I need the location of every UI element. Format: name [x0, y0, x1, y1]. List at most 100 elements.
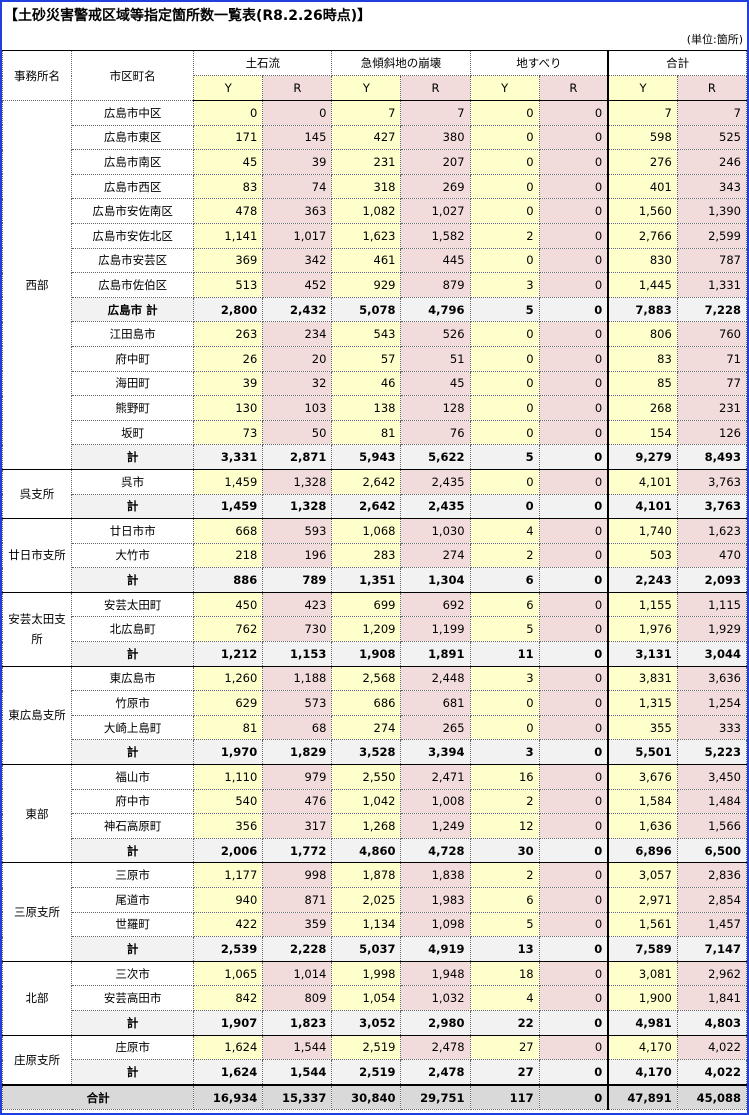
value-cell: 573 [262, 690, 333, 716]
value-cell: 0 [538, 345, 609, 372]
value-cell: 1,008 [400, 788, 471, 815]
table-row: 熊野町 130 103 138 128 0 0 268 231 [3, 395, 747, 421]
header-debris-flow: 土石流 [193, 50, 333, 76]
value-cell: 3,081 [607, 960, 678, 987]
value-cell: 0 [469, 468, 540, 495]
header-r: R [538, 75, 609, 101]
value-cell: 76 [400, 419, 471, 446]
value-cell: 4,919 [400, 936, 471, 962]
value-cell: 39 [262, 149, 333, 175]
city-name: 大竹市 [71, 542, 195, 569]
value-cell: 1,065 [193, 960, 264, 987]
value-cell: 246 [676, 149, 747, 175]
value-cell: 2,435 [400, 468, 471, 495]
value-cell: 145 [262, 124, 333, 151]
value-cell: 2 [469, 862, 540, 888]
value-cell: 130 [193, 395, 264, 421]
value-cell: 12 [469, 813, 540, 839]
table-row: 計 1,212 1,153 1,908 1,891 11 0 3,131 3,044 [3, 641, 747, 667]
city-name: 東広島市 [71, 665, 195, 692]
city-name: 安芸太田町 [71, 591, 195, 618]
value-cell: 2,836 [676, 862, 747, 888]
value-cell: 1,544 [262, 1059, 333, 1086]
value-cell: 318 [331, 173, 402, 200]
value-cell: 0 [469, 690, 540, 716]
value-cell: 9,279 [607, 444, 678, 470]
value-cell: 26 [193, 345, 264, 372]
value-cell: 2,599 [676, 222, 747, 249]
value-cell: 0 [469, 149, 540, 175]
city-name: 広島市 計 [71, 296, 195, 323]
table-row: 安芸太田支所 安芸太田町 450 423 699 692 6 0 1,155 1,115 [2, 591, 747, 667]
value-cell: 380 [400, 124, 471, 151]
value-cell: 1,891 [400, 641, 471, 667]
value-cell: 22 [469, 1009, 540, 1036]
city-name: 広島市南区 [71, 149, 195, 175]
value-cell: 0 [469, 395, 540, 421]
value-cell: 1,390 [676, 198, 747, 224]
value-cell: 274 [331, 714, 402, 741]
grand-total-label: 合計 [2, 1083, 195, 1111]
table-row: 広島市佐伯区 513 452 929 879 3 0 1,445 1,331 [3, 272, 747, 298]
value-cell: 0 [538, 124, 609, 151]
value-cell: 842 [193, 985, 264, 1011]
value-cell: 445 [400, 247, 471, 274]
value-cell: 1,636 [607, 813, 678, 839]
table-row: 竹原市 629 573 686 681 0 0 1,315 1,254 [3, 690, 747, 716]
value-cell: 4,981 [607, 1009, 678, 1036]
value-cell: 2,471 [400, 764, 471, 790]
value-cell: 4,728 [400, 837, 471, 864]
value-cell: 0 [538, 714, 609, 741]
header-y: Y [607, 75, 678, 101]
city-name: 計 [71, 837, 195, 864]
table-row: 広島市安芸区 369 342 461 445 0 0 830 787 [3, 247, 747, 274]
value-cell: 3,052 [331, 1009, 402, 1036]
value-cell: 3,057 [607, 862, 678, 888]
value-cell: 5,223 [676, 739, 747, 766]
value-cell: 478 [193, 198, 264, 224]
value-cell: 681 [400, 690, 471, 716]
city-name: 福山市 [71, 764, 195, 790]
city-name: 海田町 [71, 370, 195, 397]
value-cell: 427 [331, 124, 402, 151]
city-name: 三原市 [71, 862, 195, 888]
value-cell: 27 [469, 1034, 540, 1061]
value-cell: 1,212 [193, 641, 264, 667]
value-cell: 71 [676, 345, 747, 372]
value-cell: 83 [607, 345, 678, 372]
value-cell: 1,772 [262, 837, 333, 864]
value-cell: 1,484 [676, 788, 747, 815]
value-cell: 0 [538, 198, 609, 224]
value-cell: 77 [676, 370, 747, 397]
total-value-cell: 0 [538, 1083, 609, 1111]
value-cell: 85 [607, 370, 678, 397]
table-row: 計 3,331 2,871 5,943 5,622 5 0 9,279 8,493 [3, 444, 747, 470]
value-cell: 231 [676, 395, 747, 421]
value-cell: 5 [469, 296, 540, 323]
value-cell: 1,199 [400, 616, 471, 643]
value-cell: 5,943 [331, 444, 402, 470]
value-cell: 1,042 [331, 788, 402, 815]
value-cell: 940 [193, 887, 264, 913]
value-cell: 0 [538, 419, 609, 446]
value-cell: 3 [469, 739, 540, 766]
value-cell: 0 [538, 739, 609, 766]
page-title: 【土砂災害警戒区域等指定箇所数一覧表(R8.2.26時点)】 [4, 8, 372, 24]
city-name: 広島市安佐南区 [71, 198, 195, 224]
value-cell: 1,900 [607, 985, 678, 1011]
table-row: 西部 広島市中区 0 0 7 7 0 0 7 7 [2, 100, 747, 470]
city-name: 広島市西区 [71, 173, 195, 200]
value-cell: 540 [193, 788, 264, 815]
header-r: R [676, 75, 747, 101]
value-cell: 7 [331, 100, 402, 126]
value-cell: 276 [607, 149, 678, 175]
value-cell: 317 [262, 813, 333, 839]
value-cell: 4,101 [607, 468, 678, 495]
value-cell: 1,304 [400, 567, 471, 593]
value-cell: 20 [262, 345, 333, 372]
header-y: Y [193, 75, 264, 101]
value-cell: 30 [469, 837, 540, 864]
value-cell: 74 [262, 173, 333, 200]
value-cell: 7,228 [676, 296, 747, 323]
